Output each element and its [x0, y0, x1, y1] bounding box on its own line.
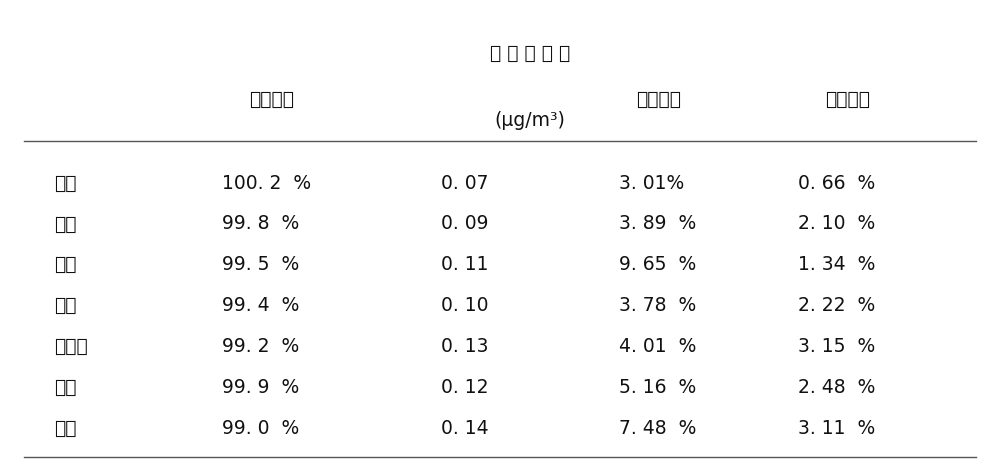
Text: 丁酮: 丁酮 — [54, 378, 76, 397]
Text: 3. 11  %: 3. 11 % — [798, 419, 875, 438]
Text: 3. 01%: 3. 01% — [619, 174, 684, 193]
Text: 1. 34  %: 1. 34 % — [798, 255, 875, 274]
Text: 4. 01  %: 4. 01 % — [619, 337, 696, 356]
Text: 丙酮: 丙酮 — [54, 255, 76, 274]
Text: 0. 12: 0. 12 — [441, 378, 488, 397]
Text: 采样效率: 采样效率 — [249, 90, 294, 109]
Text: 2. 22  %: 2. 22 % — [798, 296, 875, 315]
Text: 99. 2  %: 99. 2 % — [222, 337, 300, 356]
Text: 99. 8  %: 99. 8 % — [222, 214, 300, 234]
Text: 100. 2  %: 100. 2 % — [222, 174, 311, 193]
Text: 3. 15  %: 3. 15 % — [798, 337, 875, 356]
Text: 99. 5  %: 99. 5 % — [222, 255, 300, 274]
Text: 2. 48  %: 2. 48 % — [798, 378, 875, 397]
Text: 方 法 检 测 限: 方 法 检 测 限 — [490, 44, 570, 62]
Text: 丙醒: 丙醒 — [54, 296, 76, 315]
Text: 5. 16  %: 5. 16 % — [619, 378, 696, 397]
Text: 丁醒: 丁醒 — [54, 419, 76, 438]
Text: 7. 48  %: 7. 48 % — [619, 419, 696, 438]
Text: 0. 09: 0. 09 — [441, 214, 488, 234]
Text: 0. 13: 0. 13 — [441, 337, 488, 356]
Text: 巴豆醒: 巴豆醒 — [54, 337, 88, 356]
Text: 0. 66  %: 0. 66 % — [798, 174, 875, 193]
Text: 方法精度: 方法精度 — [636, 90, 681, 109]
Text: 标准偏差: 标准偏差 — [825, 90, 870, 109]
Text: 9. 65  %: 9. 65 % — [619, 255, 696, 274]
Text: 乙醒: 乙醒 — [54, 214, 76, 234]
Text: 0. 07: 0. 07 — [441, 174, 488, 193]
Text: 3. 89  %: 3. 89 % — [619, 214, 696, 234]
Text: 0. 10: 0. 10 — [441, 296, 488, 315]
Text: 99. 0  %: 99. 0 % — [222, 419, 300, 438]
Text: 0. 14: 0. 14 — [441, 419, 488, 438]
Text: 3. 78  %: 3. 78 % — [619, 296, 696, 315]
Text: 2. 10  %: 2. 10 % — [798, 214, 875, 234]
Text: (μg/m³): (μg/m³) — [494, 111, 565, 130]
Text: 99. 9  %: 99. 9 % — [222, 378, 300, 397]
Text: 甲醒: 甲醒 — [54, 174, 76, 193]
Text: 0. 11: 0. 11 — [441, 255, 488, 274]
Text: 99. 4  %: 99. 4 % — [222, 296, 300, 315]
